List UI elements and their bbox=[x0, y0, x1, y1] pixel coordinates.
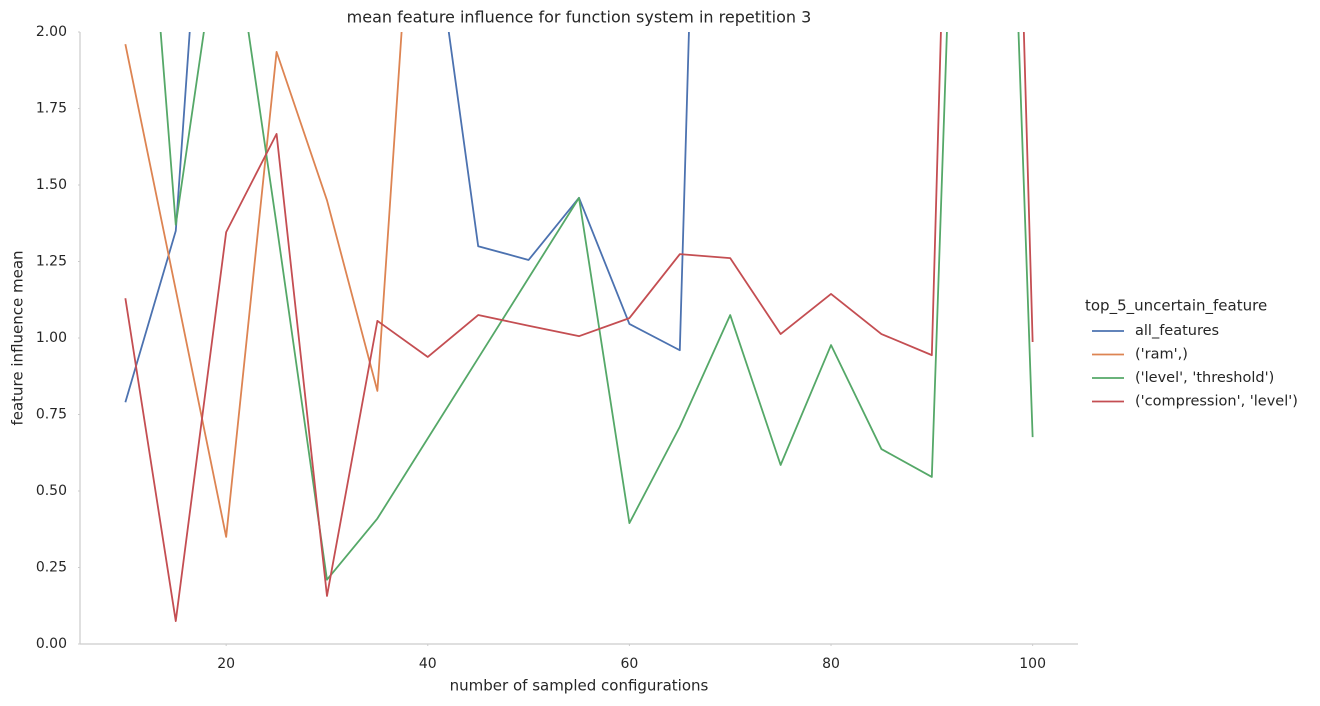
x-tick-label: 40 bbox=[419, 656, 437, 672]
y-tick-label: 1.25 bbox=[36, 254, 67, 270]
chart-title: mean feature influence for function syst… bbox=[347, 8, 812, 27]
y-tick-label: 0.50 bbox=[36, 483, 67, 499]
y-tick-label: 1.75 bbox=[36, 101, 67, 117]
y-tick-label: 0.75 bbox=[36, 407, 67, 423]
x-axis-label: number of sampled configurations bbox=[450, 677, 709, 695]
y-tick-label: 2.00 bbox=[36, 24, 67, 40]
y-tick-label: 1.50 bbox=[36, 177, 67, 193]
legend-title: top_5_uncertain_feature bbox=[1085, 297, 1267, 316]
y-axis-label: feature influence mean bbox=[9, 250, 27, 425]
y-tick-label: 0.25 bbox=[36, 560, 67, 576]
series-line bbox=[124, 32, 403, 538]
x-tick-label: 60 bbox=[620, 656, 638, 672]
legend-label: all_features bbox=[1135, 323, 1219, 339]
series-line bbox=[124, 32, 1034, 622]
x-tick-label: 80 bbox=[822, 656, 840, 672]
plot-area bbox=[124, 32, 1034, 622]
y-tick-label: 0.00 bbox=[36, 636, 67, 652]
legend-label: ('ram',) bbox=[1135, 347, 1188, 363]
x-tick-label: 20 bbox=[217, 656, 235, 672]
series-line bbox=[159, 32, 1034, 581]
x-tick-label: 100 bbox=[1019, 656, 1046, 672]
y-tick-label: 1.00 bbox=[36, 330, 67, 346]
legend-label: ('compression', 'level') bbox=[1135, 394, 1298, 410]
legend-label: ('level', 'threshold') bbox=[1135, 370, 1274, 386]
